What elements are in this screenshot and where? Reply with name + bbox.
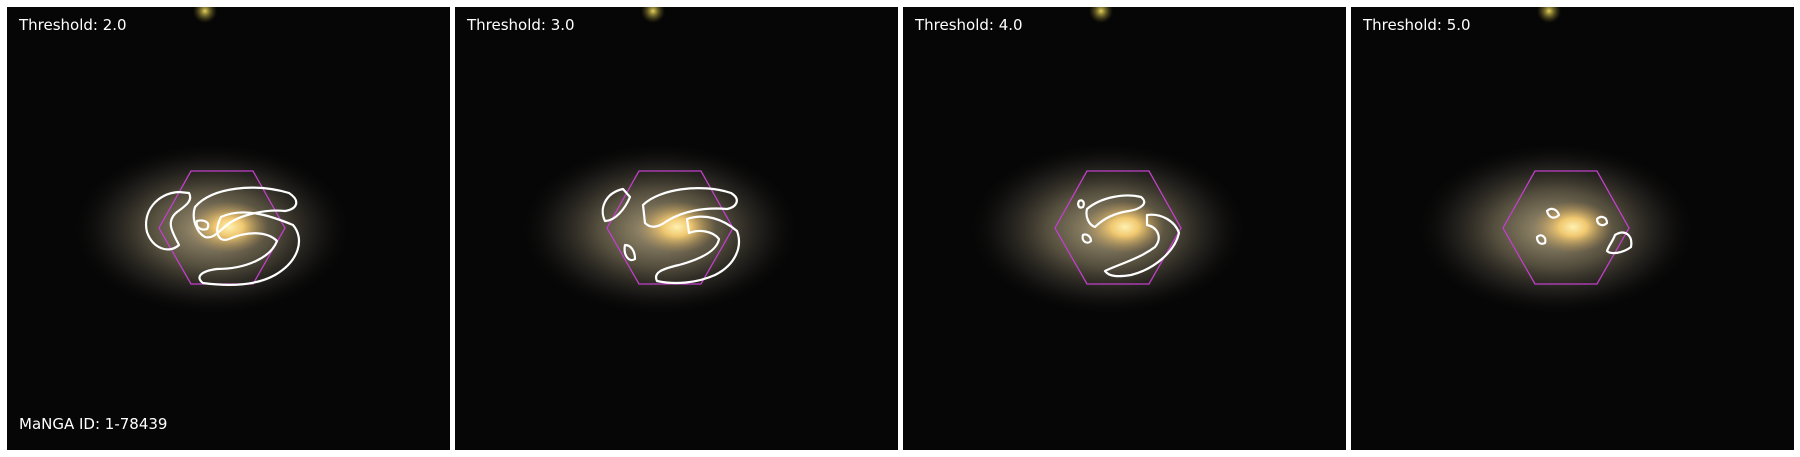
contour-lines xyxy=(1077,194,1181,278)
contour-lines xyxy=(1535,207,1633,255)
panel-threshold-5: Threshold: 5.0 xyxy=(1351,7,1794,450)
threshold-label: Threshold: 4.0 xyxy=(915,16,1023,34)
panel-threshold-4: Threshold: 4.0 xyxy=(903,7,1346,450)
threshold-label: Threshold: 3.0 xyxy=(467,16,575,34)
galaxy-image xyxy=(455,7,898,450)
foreground-star xyxy=(193,7,217,23)
panel-threshold-2: Threshold: 2.0 MaNGA ID: 1-78439 xyxy=(7,7,450,450)
ifu-hexagon xyxy=(158,170,286,285)
ifu-hexagon xyxy=(1502,170,1630,285)
foreground-star xyxy=(1089,7,1113,23)
galaxy-image xyxy=(7,7,450,450)
ifu-hexagon xyxy=(606,170,734,285)
foreground-star xyxy=(1537,7,1561,23)
foreground-star xyxy=(641,7,665,23)
galaxy-core xyxy=(189,201,269,253)
galaxy-core xyxy=(637,201,717,253)
contour-lines xyxy=(601,187,741,285)
manga-id-label: MaNGA ID: 1-78439 xyxy=(19,415,168,433)
galaxy-core xyxy=(1533,201,1613,253)
ifu-hexagon xyxy=(1054,170,1182,285)
galaxy-core xyxy=(1085,201,1165,253)
threshold-label: Threshold: 2.0 xyxy=(19,16,127,34)
galaxy-image xyxy=(903,7,1346,450)
threshold-label: Threshold: 5.0 xyxy=(1363,16,1471,34)
galaxy-image xyxy=(1351,7,1794,450)
panel-threshold-3: Threshold: 3.0 xyxy=(455,7,898,450)
contour-lines xyxy=(144,186,301,287)
